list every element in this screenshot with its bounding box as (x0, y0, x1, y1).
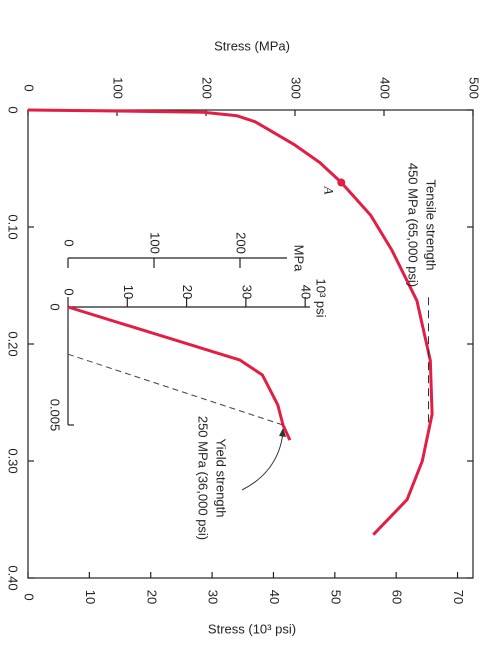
stress-strain-curve (67, 305, 292, 441)
y-tick-label: 0.10 (6, 214, 21, 239)
inset-psi-label: 10³ psi (314, 278, 329, 317)
x-bottom-tick-label: 40 (267, 590, 282, 604)
x-top-tick-label: 300 (289, 77, 304, 99)
point-a (337, 178, 346, 187)
x-bottom-tick-label: 30 (206, 590, 221, 604)
yield-arrowhead (279, 428, 286, 437)
yield-arrow (241, 431, 284, 491)
y-tick-label: 0.30 (6, 448, 21, 473)
yield-label: 250 MPa (36,000 psi) (196, 416, 211, 540)
x-top-tick-label: 500 (467, 77, 481, 99)
yield-offset-line (67, 353, 284, 426)
inset-mpa-tick-label: 0 (62, 239, 77, 246)
inset-psi-tick-label: 30 (239, 285, 254, 299)
inset-mpa-label: MPa (292, 245, 307, 273)
x-top-tick-label: 0 (22, 84, 37, 91)
x-bottom-tick-label: 10 (83, 590, 98, 604)
yield-label: Yield strength (214, 438, 229, 517)
point-a-label: A (321, 186, 336, 195)
x-bottom-title: Stress (10³ psi) (208, 621, 296, 636)
inset-mpa-tick-label: 100 (148, 232, 163, 254)
inset-psi-tick-label: 20 (180, 285, 195, 299)
y-tick-label: 0.40 (6, 565, 21, 590)
inset-y-tick-label: 0 (48, 303, 63, 310)
y-tick-label: 0.20 (6, 331, 21, 356)
stress-strain-curve (27, 108, 434, 536)
x-top-tick-label: 100 (111, 77, 126, 99)
y-tick-label: 0 (6, 106, 21, 113)
x-bottom-tick-label: 50 (328, 590, 343, 604)
inset-psi-tick-label: 10 (121, 285, 136, 299)
inset-y-tick-label: 0.005 (48, 399, 63, 432)
inset-psi-tick-label: 40 (299, 285, 314, 299)
x-bottom-tick-label: 20 (144, 590, 159, 604)
x-top-title: Stress (MPa) (214, 38, 290, 53)
x-top-tick-label: 200 (200, 77, 215, 99)
x-bottom-tick-label: 60 (390, 590, 405, 604)
x-bottom-tick-label: 70 (451, 590, 466, 604)
tensile-label: 450 MPa (65,000 psi) (406, 163, 421, 287)
tensile-label: Tensile strength (424, 179, 439, 270)
x-top-tick-label: 400 (378, 77, 393, 99)
inset-psi-tick-label: 0 (62, 288, 77, 295)
x-bottom-tick-label: 0 (22, 593, 37, 600)
inset-mpa-tick-label: 200 (234, 232, 249, 254)
